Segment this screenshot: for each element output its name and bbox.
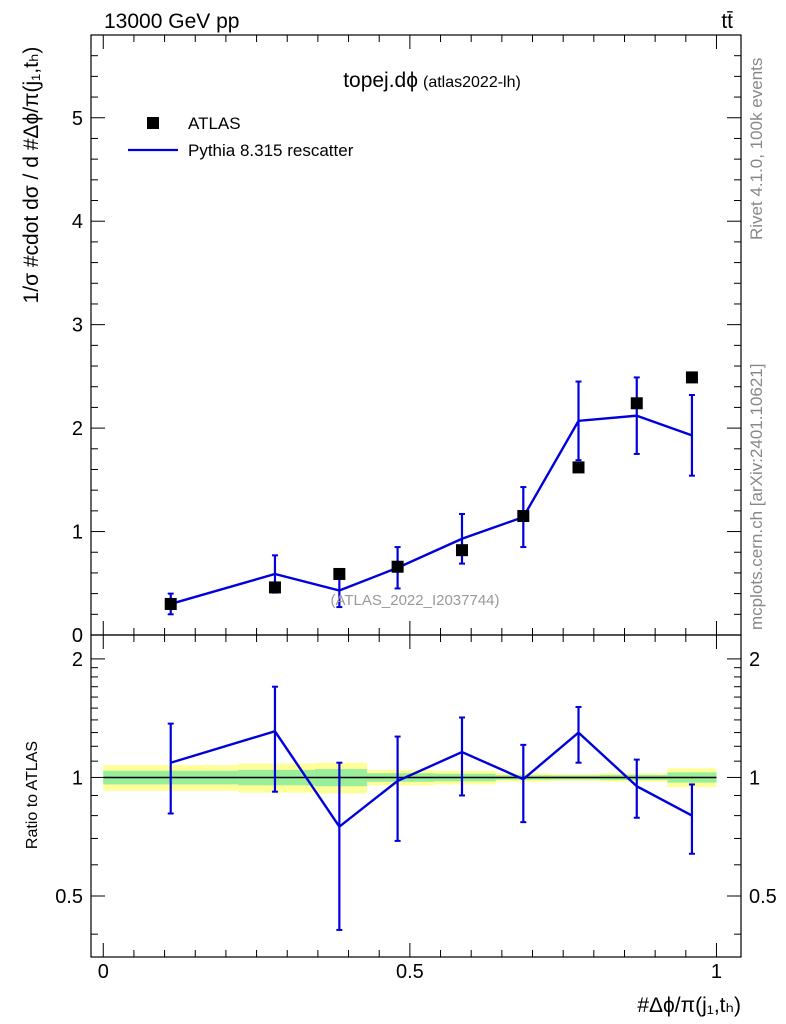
- x-tick-label: 1: [711, 961, 722, 983]
- ratio-data-layer: [167, 685, 695, 931]
- atlas-data-point: [630, 397, 643, 410]
- ratio-y-tick-label-right: 0.5: [749, 886, 777, 908]
- ratio-y-tick-label-left: 2: [72, 649, 83, 671]
- process-label: tt̄: [721, 10, 733, 33]
- main-y-tick-label: 4: [72, 211, 83, 233]
- ratio-panel: 0.5 0.5 1 1 2 2 0 0.5 1 Ratio to ATLAS #Δϕ/π(j₁,…: [24, 634, 777, 1017]
- main-y-tick-label: 2: [72, 418, 83, 440]
- ratio-y-tick-label-right: 2: [749, 649, 760, 671]
- plot-title: topej.dϕ: [343, 69, 418, 92]
- rivet-label: Rivet 4.1.0, 100k events: [747, 58, 766, 240]
- ratio-y-tick-label-right: 1: [749, 767, 760, 789]
- mc-series-line: [170, 414, 693, 606]
- main-y-tick-label: 3: [72, 315, 83, 337]
- x-axis-label: #Δϕ/π(j₁,tₕ): [637, 994, 741, 1017]
- main-y-tick-label: 1: [72, 522, 83, 544]
- ratio-uncertainty-bands: [103, 762, 717, 794]
- legend-pythia-label: Pythia 8.315 rescatter: [188, 141, 354, 160]
- ratio-series-line: [170, 729, 693, 829]
- ratio-y-tick-label-left: 0.5: [55, 886, 83, 908]
- x-tick-label: 0.5: [396, 961, 424, 983]
- legend: ATLAS Pythia 8.315 rescatter: [128, 114, 354, 160]
- atlas-data-point: [455, 544, 468, 557]
- atlas-data-point: [391, 560, 404, 573]
- atlas-data-point: [333, 567, 346, 580]
- atlas-data-point: [268, 581, 281, 594]
- energy-label: 13000 GeV pp: [104, 10, 239, 33]
- ratio-frame: [90, 634, 742, 958]
- ratio-axis-ticks: 0.5 0.5 1 1 2 2 0 0.5 1: [55, 635, 777, 983]
- main-panel: 0 1 2 3 4 5 topej.dϕ (atlas2022-lh) (ATLAS_20…: [20, 34, 742, 647]
- atlas-data-point: [685, 371, 698, 384]
- ratio-y-tick-label-left: 1: [72, 767, 83, 789]
- legend-atlas-label: ATLAS: [188, 114, 241, 133]
- main-y-tick-label: 0: [72, 625, 83, 647]
- atlas-data-point: [517, 510, 530, 523]
- atlas-data-point: [164, 597, 177, 610]
- main-y-axis-label: 1/σ #cdot dσ / d #Δϕ/π(j₁,tₕ): [20, 47, 43, 304]
- main-axis-ticks: 0 1 2 3 4 5: [72, 34, 741, 647]
- mcplots-label: mcplots.cern.ch [arXiv:2401.10621]: [747, 364, 766, 630]
- atlas-data-point: [572, 461, 585, 474]
- x-tick-label: 0: [98, 961, 109, 983]
- main-data-layer: [164, 371, 698, 616]
- main-y-tick-label: 5: [72, 108, 83, 130]
- ratio-y-axis-label: Ratio to ATLAS: [24, 741, 41, 849]
- plot-title-suffix: (atlas2022-lh): [423, 74, 521, 91]
- legend-atlas-marker: [147, 117, 159, 129]
- analysis-watermark: (ATLAS_2022_I2037744): [330, 592, 499, 609]
